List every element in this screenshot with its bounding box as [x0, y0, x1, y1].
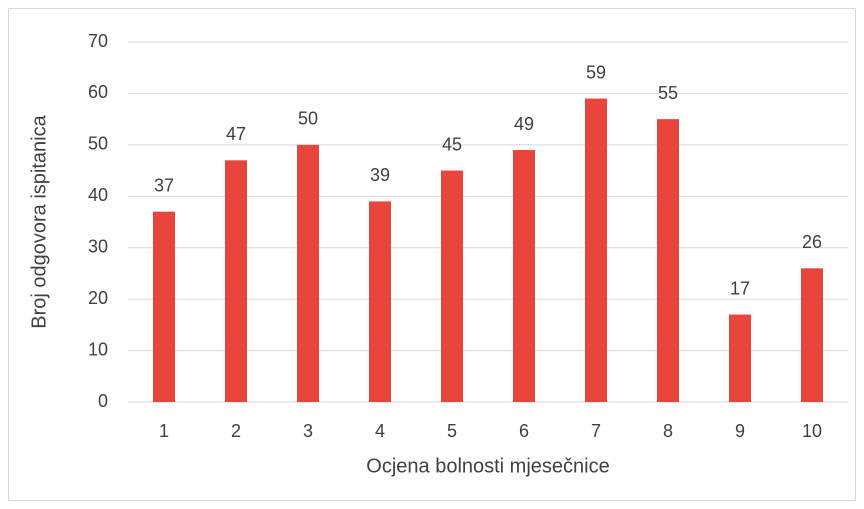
- y-tick-label: 10: [88, 339, 108, 359]
- value-label: 50: [298, 109, 318, 129]
- bar: [513, 150, 535, 402]
- x-tick-label: 7: [591, 421, 601, 441]
- x-axis-label: Ocjena bolnosti mjesečnice: [366, 455, 609, 477]
- bar: [369, 201, 391, 402]
- x-tick-label: 2: [231, 421, 241, 441]
- y-tick-label: 70: [88, 31, 108, 51]
- x-tick-label: 1: [159, 421, 169, 441]
- x-tick-label: 4: [375, 421, 385, 441]
- x-tick-label: 5: [447, 421, 457, 441]
- bar: [225, 160, 247, 402]
- bar: [297, 144, 319, 402]
- value-label: 26: [802, 232, 822, 252]
- x-tick-label: 9: [735, 421, 745, 441]
- x-tick-label: 6: [519, 421, 529, 441]
- value-label: 55: [658, 83, 678, 103]
- y-tick-label: 0: [98, 391, 108, 411]
- value-label: 45: [442, 134, 462, 154]
- value-label: 47: [226, 124, 246, 144]
- value-label: 49: [514, 114, 534, 134]
- value-label: 59: [586, 62, 606, 82]
- bar: [729, 314, 751, 402]
- bar: [585, 98, 607, 403]
- value-label: 37: [154, 175, 174, 195]
- bar: [441, 170, 463, 402]
- bar: [801, 268, 823, 402]
- bar: [657, 119, 679, 403]
- y-tick-label: 20: [88, 288, 108, 308]
- y-tick-label: 50: [88, 134, 108, 154]
- x-tick-label: 10: [802, 421, 822, 441]
- y-tick-label: 60: [88, 82, 108, 102]
- y-tick-label: 30: [88, 236, 108, 256]
- bar: [153, 211, 175, 402]
- x-tick-label: 3: [303, 421, 313, 441]
- y-axis-label: Broj odgovora ispitanica: [28, 114, 50, 328]
- x-tick-label: 8: [663, 421, 673, 441]
- value-label: 39: [370, 165, 390, 185]
- chart-frame: [8, 8, 856, 501]
- y-tick-label: 40: [88, 185, 108, 205]
- value-label: 17: [730, 278, 750, 298]
